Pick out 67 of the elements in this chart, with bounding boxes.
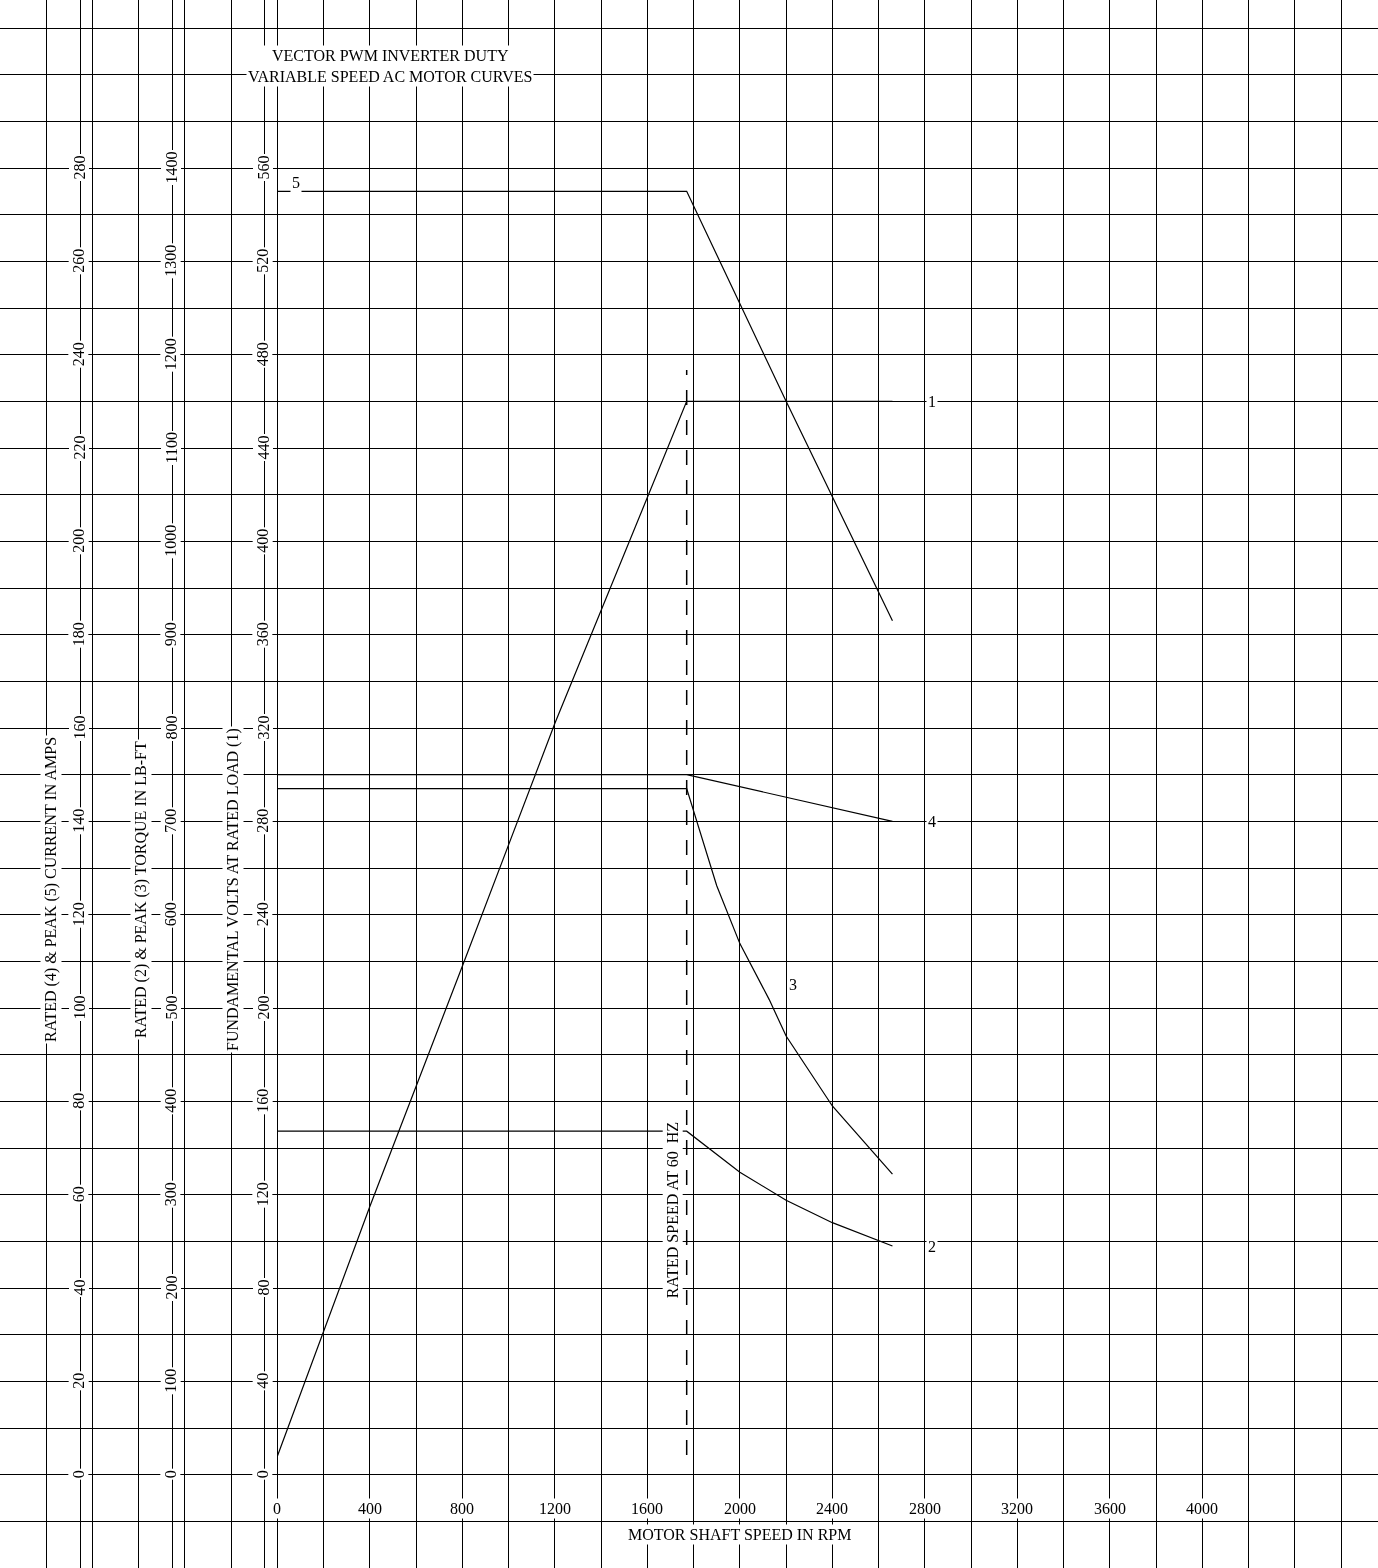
annotation: 3 — [789, 976, 797, 993]
y2-tick-label: 800 — [162, 715, 180, 740]
x-tick-label: 2800 — [909, 1500, 941, 1517]
y-tick-label: 200 — [70, 528, 88, 553]
y2-tick-label: 1200 — [161, 338, 179, 371]
y-tick-label: 60 — [69, 1186, 87, 1203]
y3-tick-label: 0 — [253, 1470, 271, 1479]
x-tick-label: 4000 — [1186, 1500, 1218, 1517]
y3-tick-label: 80 — [254, 1279, 272, 1296]
y2-axis-title: RATED (2) & PEAK (3) TORQUE IN LB-FT — [132, 741, 150, 1038]
y3-tick-label: 280 — [254, 808, 272, 833]
y2-tick-label: 1100 — [162, 432, 180, 464]
y-tick-label: 20 — [70, 1372, 88, 1389]
y3-axis-title: FUNDAMENTAL VOLTS AT RATED LOAD (1) — [224, 728, 242, 1051]
y-tick-label: 120 — [69, 902, 87, 927]
y-tick-label: 140 — [70, 808, 88, 833]
y-tick-label: 260 — [70, 248, 88, 273]
y3-tick-label: 560 — [254, 155, 272, 180]
x-tick-label: 800 — [450, 1500, 474, 1517]
y-axis-title: RATED (4) & PEAK (5) CURRENT IN AMPS — [42, 736, 60, 1042]
y2-tick-label: 300 — [161, 1182, 179, 1207]
y3-tick-label: 440 — [254, 435, 272, 460]
y-tick-label: 180 — [69, 622, 87, 647]
x-axis-title: MOTOR SHAFT SPEED IN RPM — [628, 1526, 852, 1543]
ref-line-label: RATED SPEED AT 60 HZ — [664, 1122, 682, 1299]
y-tick-label: 100 — [70, 995, 88, 1020]
y3-tick-label: 160 — [254, 1088, 272, 1113]
y2-tick-label: 900 — [161, 622, 179, 647]
y3-tick-label: 400 — [254, 528, 272, 553]
y-tick-label: 280 — [70, 155, 88, 180]
y3-tick-label: 360 — [253, 622, 271, 647]
y2-tick-label: 400 — [162, 1088, 180, 1113]
y2-tick-label: 1400 — [162, 151, 180, 184]
x-tick-label: 1200 — [539, 1500, 571, 1517]
y3-tick-label: 320 — [254, 715, 272, 740]
x-tick-label: 3200 — [1001, 1500, 1033, 1517]
y-tick-label: 40 — [70, 1279, 88, 1296]
y-tick-label: 160 — [70, 715, 88, 740]
x-tick-label: 2400 — [816, 1500, 848, 1517]
y2-tick-label: 100 — [162, 1368, 180, 1393]
y2-tick-label: 1300 — [162, 244, 180, 277]
annotation: 1 — [928, 393, 936, 410]
x-tick-label: 1600 — [631, 1500, 663, 1517]
annotation: 2 — [928, 1238, 936, 1255]
x-tick-label: 2000 — [724, 1500, 756, 1517]
y3-tick-label: 240 — [253, 902, 271, 927]
y2-tick-label: 700 — [162, 808, 180, 833]
y2-tick-label: 0 — [161, 1470, 179, 1479]
x-tick-label: 3600 — [1094, 1500, 1126, 1517]
y2-tick-label: 500 — [162, 995, 180, 1020]
y3-tick-label: 200 — [254, 995, 272, 1020]
y-tick-label: 220 — [70, 435, 88, 460]
y3-tick-label: 520 — [254, 248, 272, 273]
x-tick-label: 400 — [358, 1500, 382, 1517]
y2-tick-label: 600 — [161, 902, 179, 927]
annotation: 4 — [928, 813, 936, 830]
y3-tick-label: 120 — [253, 1182, 271, 1207]
y-tick-label: 80 — [70, 1092, 88, 1109]
x-tick-label: 0 — [273, 1500, 281, 1517]
y-tick-label: 240 — [69, 342, 87, 367]
y-tick-label: 0 — [69, 1470, 87, 1479]
y3-tick-label: 40 — [254, 1372, 272, 1389]
y3-tick-label: 480 — [253, 342, 271, 367]
annotation: 5 — [292, 174, 300, 191]
y2-tick-label: 1000 — [162, 524, 180, 557]
y2-tick-label: 200 — [162, 1275, 180, 1300]
text: VECTOR PWM INVERTER DUTY VARIABLE SPEED AC MOTOR CURVES — [248, 47, 533, 85]
